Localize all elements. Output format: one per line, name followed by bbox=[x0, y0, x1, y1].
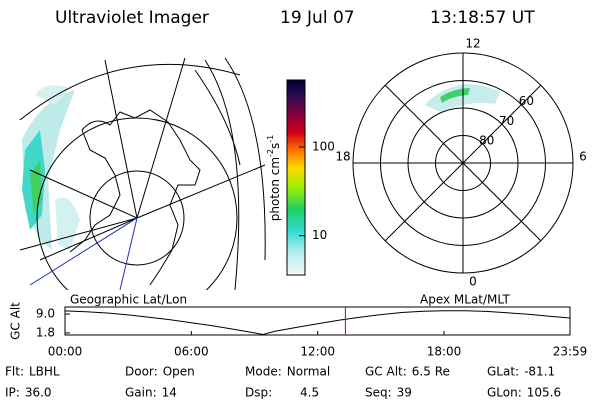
lat-circle bbox=[435, 135, 491, 191]
lat-label: 70 bbox=[499, 114, 514, 128]
field-value: 14 bbox=[162, 386, 177, 400]
field-label: GLon: bbox=[487, 386, 522, 400]
x-tick-label: 18:00 bbox=[427, 345, 462, 359]
field-label: Seq: bbox=[365, 386, 392, 400]
field-label: IP: bbox=[5, 386, 20, 400]
field-label: GC Alt: bbox=[365, 365, 407, 379]
date: 19 Jul 07 bbox=[280, 8, 355, 28]
x-tick-label: 23:59 bbox=[553, 345, 588, 359]
lat-label: 60 bbox=[519, 94, 534, 108]
colorbar-unit: s bbox=[268, 143, 282, 149]
x-tick-label: 00:00 bbox=[48, 345, 83, 359]
field-value: 105.6 bbox=[527, 386, 561, 400]
timeline-title: Geographic Lat/Lon bbox=[70, 293, 187, 307]
title: Ultraviolet Imager bbox=[55, 8, 209, 28]
x-tick-label: 06:00 bbox=[174, 345, 209, 359]
lat-circle bbox=[380, 80, 546, 246]
geo-map bbox=[19, 57, 266, 290]
colorbar-tick-label: 10 bbox=[312, 228, 327, 242]
time: 13:18:57 UT bbox=[430, 8, 535, 28]
field-label: Flt: bbox=[5, 365, 24, 379]
colorbar-label: photon cm-2s-1 bbox=[266, 135, 282, 222]
field-value: Normal bbox=[287, 365, 330, 379]
field-value: 4.5 bbox=[300, 386, 319, 400]
field-value: 36.0 bbox=[25, 386, 52, 400]
colorbar bbox=[286, 79, 306, 276]
field-label: Dsp: bbox=[245, 386, 272, 400]
y-tick-label: 1.8 bbox=[36, 325, 55, 339]
field-value: 39 bbox=[397, 386, 412, 400]
colorbar-exp: -1 bbox=[266, 135, 275, 143]
mlt-label: 18 bbox=[335, 150, 350, 164]
field-label: GLat: bbox=[487, 365, 519, 379]
field-value: 6.5 Re bbox=[412, 365, 450, 379]
colorbar-exp: -2 bbox=[266, 149, 275, 157]
timeline-frame bbox=[64, 306, 571, 336]
lat-label: 80 bbox=[479, 134, 494, 148]
colorbar-unit: photon cm bbox=[268, 157, 282, 221]
field-label: Gain: bbox=[125, 386, 157, 400]
lat-circle bbox=[407, 107, 519, 219]
mlt-label: 6 bbox=[579, 150, 587, 164]
colorbar-tick-label: 100 bbox=[312, 140, 335, 154]
timeline-title: Apex MLat/MLT bbox=[420, 293, 510, 307]
field-label: Door: bbox=[125, 365, 158, 379]
y-tick-label: 9.0 bbox=[36, 307, 55, 321]
y-axis-label: GC Alt bbox=[9, 302, 23, 340]
field-value: -81.1 bbox=[524, 365, 555, 379]
mlt-label: 12 bbox=[465, 37, 480, 51]
altitude-curve bbox=[64, 310, 571, 336]
x-tick-label: 12:00 bbox=[300, 345, 335, 359]
field-label: Mode: bbox=[245, 365, 282, 379]
mlt-label: 0 bbox=[469, 275, 477, 289]
field-value: Open bbox=[163, 365, 195, 379]
field-value: LBHL bbox=[29, 365, 60, 379]
